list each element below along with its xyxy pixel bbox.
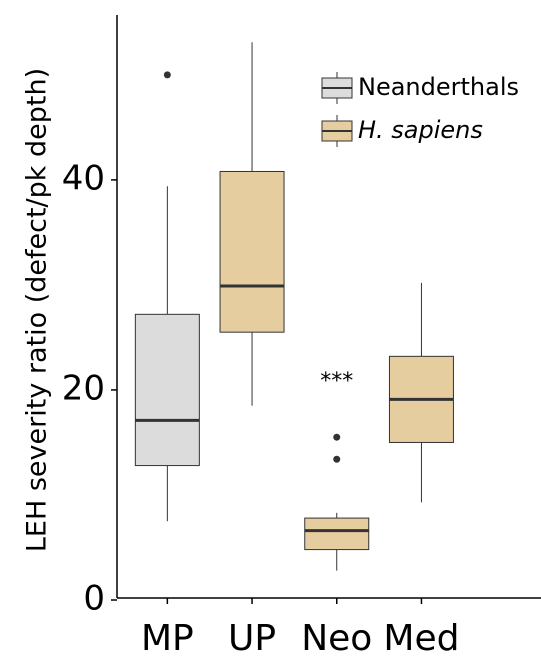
y-axis-label: LEH severity ratio (defect/pk depth) <box>22 68 53 552</box>
y-tick-label: 0 <box>83 579 105 619</box>
outlier <box>163 71 171 79</box>
annotation: *** <box>320 369 353 394</box>
legend-label: Neanderthals <box>358 73 519 101</box>
legend-label: H. sapiens <box>358 116 483 144</box>
outlier <box>333 455 341 463</box>
x-tick-label: MP <box>141 618 194 659</box>
box <box>219 170 285 333</box>
outlier <box>333 433 341 441</box>
box <box>304 517 370 551</box>
x-tick-label: UP <box>228 618 276 659</box>
y-tick-label: 20 <box>62 368 105 408</box>
box <box>134 313 200 467</box>
x-tick-label: Neo <box>301 618 372 659</box>
y-tick-label: 40 <box>62 158 105 198</box>
x-tick-label: Med <box>383 618 459 659</box>
